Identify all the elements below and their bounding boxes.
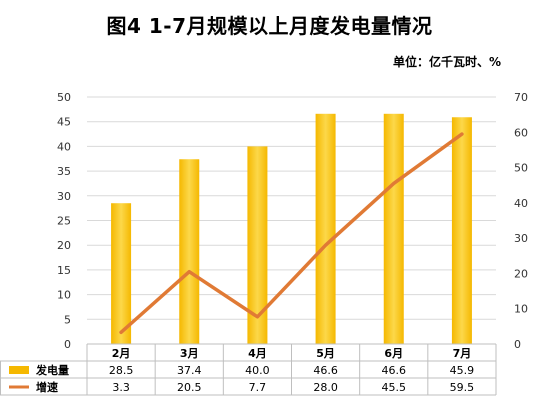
bar (315, 113, 336, 345)
unit-label: 单位：亿千瓦时、% (392, 55, 501, 69)
x-category-label: 5月 (316, 347, 335, 360)
chart-title: 图4 1-7月规模以上月度发电量情况 (106, 14, 433, 38)
legend-label-bar: 发电量 (35, 363, 69, 377)
y-left-tick-label: 35 (57, 165, 71, 178)
y-right-tick-label: 40 (514, 197, 528, 210)
table-value-growth: 45.5 (382, 381, 407, 394)
legend-key-bar (9, 366, 29, 374)
y-left-tick-label: 40 (57, 140, 71, 153)
y-right-tick-label: 20 (514, 267, 528, 280)
x-category-label: 6月 (384, 347, 403, 360)
table-value-growth: 28.0 (313, 381, 338, 394)
growth-line (119, 132, 464, 335)
y-right-tick-label: 0 (514, 338, 521, 351)
table-value-output: 37.4 (177, 364, 202, 377)
x-category-label: 3月 (180, 347, 199, 360)
x-category-label: 2月 (112, 347, 131, 360)
y-left-tick-label: 5 (64, 313, 71, 326)
y-left-tick-label: 0 (64, 338, 71, 351)
x-category-label: 7月 (453, 347, 472, 360)
bar (451, 117, 472, 344)
legend-label-line: 增速 (36, 380, 58, 394)
y-left-tick-label: 50 (57, 91, 71, 104)
table-value-growth: 20.5 (177, 381, 202, 394)
table-value-output: 40.0 (245, 364, 270, 377)
table-value-growth: 3.3 (112, 381, 130, 394)
bar (111, 203, 132, 344)
y-right-tick-label: 10 (514, 303, 528, 316)
bar (247, 146, 268, 344)
y-right-tick-label: 60 (514, 126, 528, 139)
y-left-tick-label: 15 (57, 264, 71, 277)
y-left-tick-label: 45 (57, 116, 71, 129)
table-value-growth: 7.7 (249, 381, 267, 394)
y-right-tick-label: 30 (514, 232, 528, 245)
table-value-output: 28.5 (109, 364, 134, 377)
y-left-tick-label: 30 (57, 190, 71, 203)
x-category-label: 4月 (248, 347, 267, 360)
table-value-output: 45.9 (450, 364, 475, 377)
y-right-tick-label: 70 (514, 91, 528, 104)
table-value-output: 46.6 (382, 364, 407, 377)
y-left-tick-label: 10 (57, 289, 71, 302)
table-value-growth: 59.5 (450, 381, 475, 394)
table-value-output: 46.6 (313, 364, 338, 377)
bar (179, 159, 200, 344)
y-left-tick-label: 20 (57, 239, 71, 252)
y-right-tick-label: 50 (514, 162, 528, 175)
bar (383, 113, 404, 345)
y-left-tick-label: 25 (57, 215, 71, 228)
